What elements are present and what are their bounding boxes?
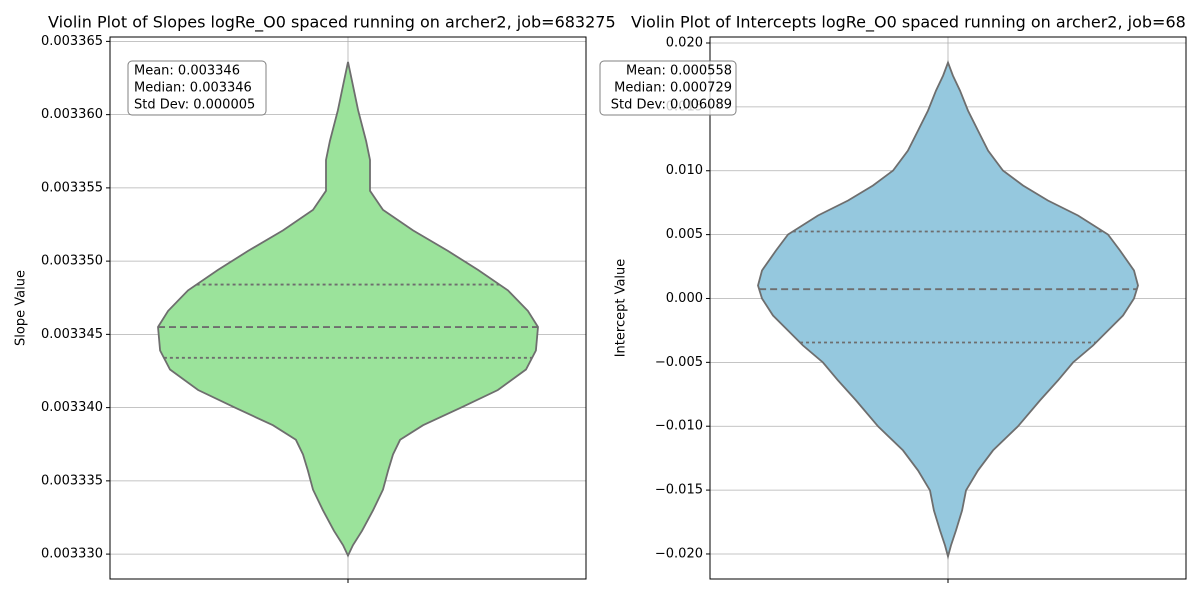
stats-text: Median: 0.000729 <box>614 81 732 96</box>
stats-box <box>127 60 267 116</box>
y-tick-label: 0.010 <box>666 163 703 178</box>
chart-title: Violin Plot of Slopes logRe_O0 spaced ru… <box>48 13 616 33</box>
stats-text: Median: 0.003346 <box>134 81 252 96</box>
y-tick-label: 0.020 <box>666 36 703 51</box>
y-tick-label: 0.003365 <box>41 34 103 49</box>
y-tick-label: 0.003350 <box>41 254 103 269</box>
y-axis-label: Intercept Value <box>614 259 629 358</box>
y-tick-label: −0.005 <box>655 355 703 370</box>
y-tick-label: −0.020 <box>655 546 703 561</box>
y-tick-label: 0.003335 <box>41 473 103 488</box>
y-tick-label: 0.003345 <box>41 327 103 342</box>
stats-text: Mean: 0.003346 <box>134 64 240 79</box>
y-tick-label: 0.005 <box>666 227 703 242</box>
stats-box <box>599 60 737 116</box>
y-axis-label: Slope Value <box>14 270 29 346</box>
stats-text: Std Dev: 0.000005 <box>134 98 255 113</box>
y-tick-label: 0.000 <box>666 291 703 306</box>
y-tick-label: 0.003360 <box>41 107 103 122</box>
violin-body <box>757 60 1139 560</box>
y-tick-label: 0.003330 <box>41 547 103 562</box>
axes-frame <box>109 36 587 580</box>
chart-title: Violin Plot of Intercepts logRe_O0 space… <box>631 13 1186 33</box>
y-tick-label: −0.010 <box>655 419 703 434</box>
violin-body <box>157 61 539 558</box>
axes-frame <box>709 36 1187 580</box>
y-tick-label: 0.003355 <box>41 180 103 195</box>
y-tick-label: −0.015 <box>655 483 703 498</box>
stats-text: Mean: 0.000558 <box>626 64 732 79</box>
y-tick-label: 0.003340 <box>41 400 103 415</box>
stats-text: Std Dev: 0.006089 <box>611 98 732 113</box>
